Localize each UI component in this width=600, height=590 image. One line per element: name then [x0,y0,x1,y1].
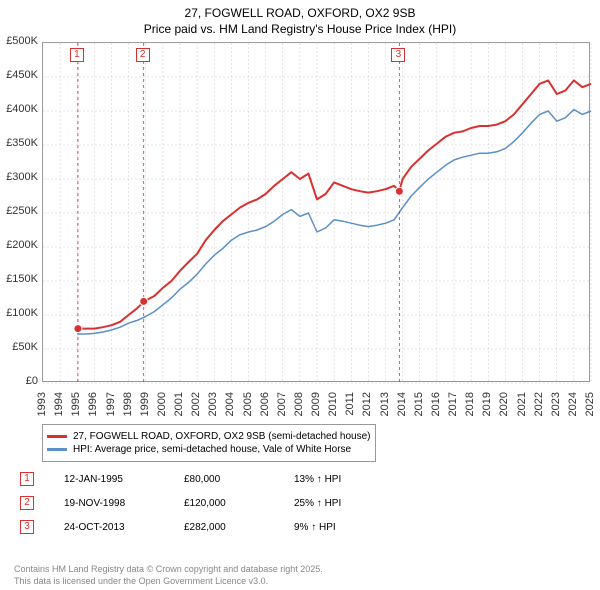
x-tick-label: 1998 [122,392,134,422]
y-tick-label: £300K [0,171,38,183]
x-tick-label: 2012 [361,392,373,422]
y-tick-label: £350K [0,137,38,149]
x-tick-label: 2016 [430,392,442,422]
x-tick-label: 1999 [139,392,151,422]
transaction-date: 24-OCT-2013 [64,522,154,533]
x-tick-label: 2007 [276,392,288,422]
y-tick-label: £500K [0,35,38,47]
chart-plot-area [42,42,590,382]
x-tick-label: 2022 [533,392,545,422]
footer-line-1: Contains HM Land Registry data © Crown c… [14,564,323,574]
title-line-1: 27, FOGWELL ROAD, OXFORD, OX2 9SB [0,6,600,20]
chart-marker-3: 3 [391,48,405,62]
legend-swatch [47,448,67,451]
y-tick-label: £450K [0,69,38,81]
transaction-row: 3 24-OCT-2013 £282,000 9% ↑ HPI [20,520,341,534]
x-tick-label: 2018 [464,392,476,422]
y-tick-label: £50K [0,341,38,353]
transactions-table: 1 12-JAN-1995 £80,000 13% ↑ HPI 2 19-NOV-1998… [20,472,341,544]
x-tick-label: 2017 [447,392,459,422]
x-tick-label: 2005 [242,392,254,422]
y-tick-label: £100K [0,307,38,319]
transaction-date: 19-NOV-1998 [64,498,154,509]
x-tick-label: 2013 [379,392,391,422]
transaction-price: £120,000 [184,498,264,509]
chart-svg [43,43,591,383]
x-tick-label: 2010 [327,392,339,422]
legend-swatch [47,435,67,438]
x-tick-label: 2015 [413,392,425,422]
x-tick-label: 2019 [481,392,493,422]
y-tick-label: £400K [0,103,38,115]
transaction-row: 1 12-JAN-1995 £80,000 13% ↑ HPI [20,472,341,486]
x-tick-label: 2001 [173,392,185,422]
x-tick-label: 2011 [344,392,356,422]
x-tick-label: 1993 [36,392,48,422]
x-tick-label: 2002 [190,392,202,422]
legend-label: 27, FOGWELL ROAD, OXFORD, OX2 9SB (semi-… [73,431,371,442]
title-line-2: Price paid vs. HM Land Registry's House … [0,22,600,36]
x-tick-label: 2006 [259,392,271,422]
x-tick-label: 2021 [516,392,528,422]
transaction-price: £282,000 [184,522,264,533]
y-tick-label: £150K [0,273,38,285]
transaction-pct: 25% ↑ HPI [294,498,341,509]
y-tick-label: £250K [0,205,38,217]
legend-item: HPI: Average price, semi-detached house,… [47,444,371,455]
legend: 27, FOGWELL ROAD, OXFORD, OX2 9SB (semi-… [42,424,376,462]
x-tick-label: 2004 [224,392,236,422]
chart-marker-1: 1 [70,48,84,62]
y-tick-label: £0 [0,375,38,387]
transaction-marker: 2 [20,496,34,510]
x-tick-label: 2014 [396,392,408,422]
x-tick-label: 1994 [53,392,65,422]
x-tick-label: 1996 [87,392,99,422]
x-tick-label: 2009 [310,392,322,422]
x-tick-label: 2003 [207,392,219,422]
transaction-date: 12-JAN-1995 [64,474,154,485]
transaction-row: 2 19-NOV-1998 £120,000 25% ↑ HPI [20,496,341,510]
legend-item: 27, FOGWELL ROAD, OXFORD, OX2 9SB (semi-… [47,431,371,442]
legend-label: HPI: Average price, semi-detached house,… [73,444,351,455]
x-tick-label: 1997 [105,392,117,422]
x-tick-label: 2000 [156,392,168,422]
transaction-marker: 3 [20,520,34,534]
transaction-marker: 1 [20,472,34,486]
x-tick-label: 2008 [293,392,305,422]
transaction-pct: 13% ↑ HPI [294,474,341,485]
chart-marker-2: 2 [136,48,150,62]
x-tick-label: 1995 [70,392,82,422]
y-tick-label: £200K [0,239,38,251]
footer-line-2: This data is licensed under the Open Gov… [14,576,268,586]
transaction-price: £80,000 [184,474,264,485]
x-tick-label: 2020 [498,392,510,422]
x-tick-label: 2023 [550,392,562,422]
x-tick-label: 2025 [584,392,596,422]
transaction-pct: 9% ↑ HPI [294,522,336,533]
x-tick-label: 2024 [567,392,579,422]
